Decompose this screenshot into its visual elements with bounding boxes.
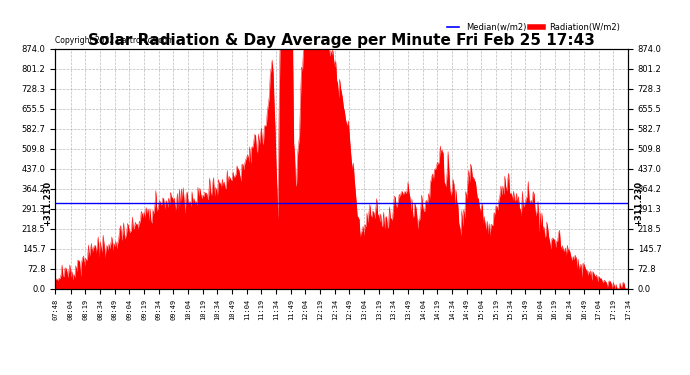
- Title: Solar Radiation & Day Average per Minute Fri Feb 25 17:43: Solar Radiation & Day Average per Minute…: [88, 33, 595, 48]
- Legend: Median(w/m2), Radiation(W/m2): Median(w/m2), Radiation(W/m2): [443, 20, 624, 35]
- Text: +311.230: +311.230: [633, 181, 642, 226]
- Text: +311.230: +311.230: [43, 181, 52, 226]
- Text: Copyright 2022 Cartronics.com: Copyright 2022 Cartronics.com: [55, 36, 175, 45]
